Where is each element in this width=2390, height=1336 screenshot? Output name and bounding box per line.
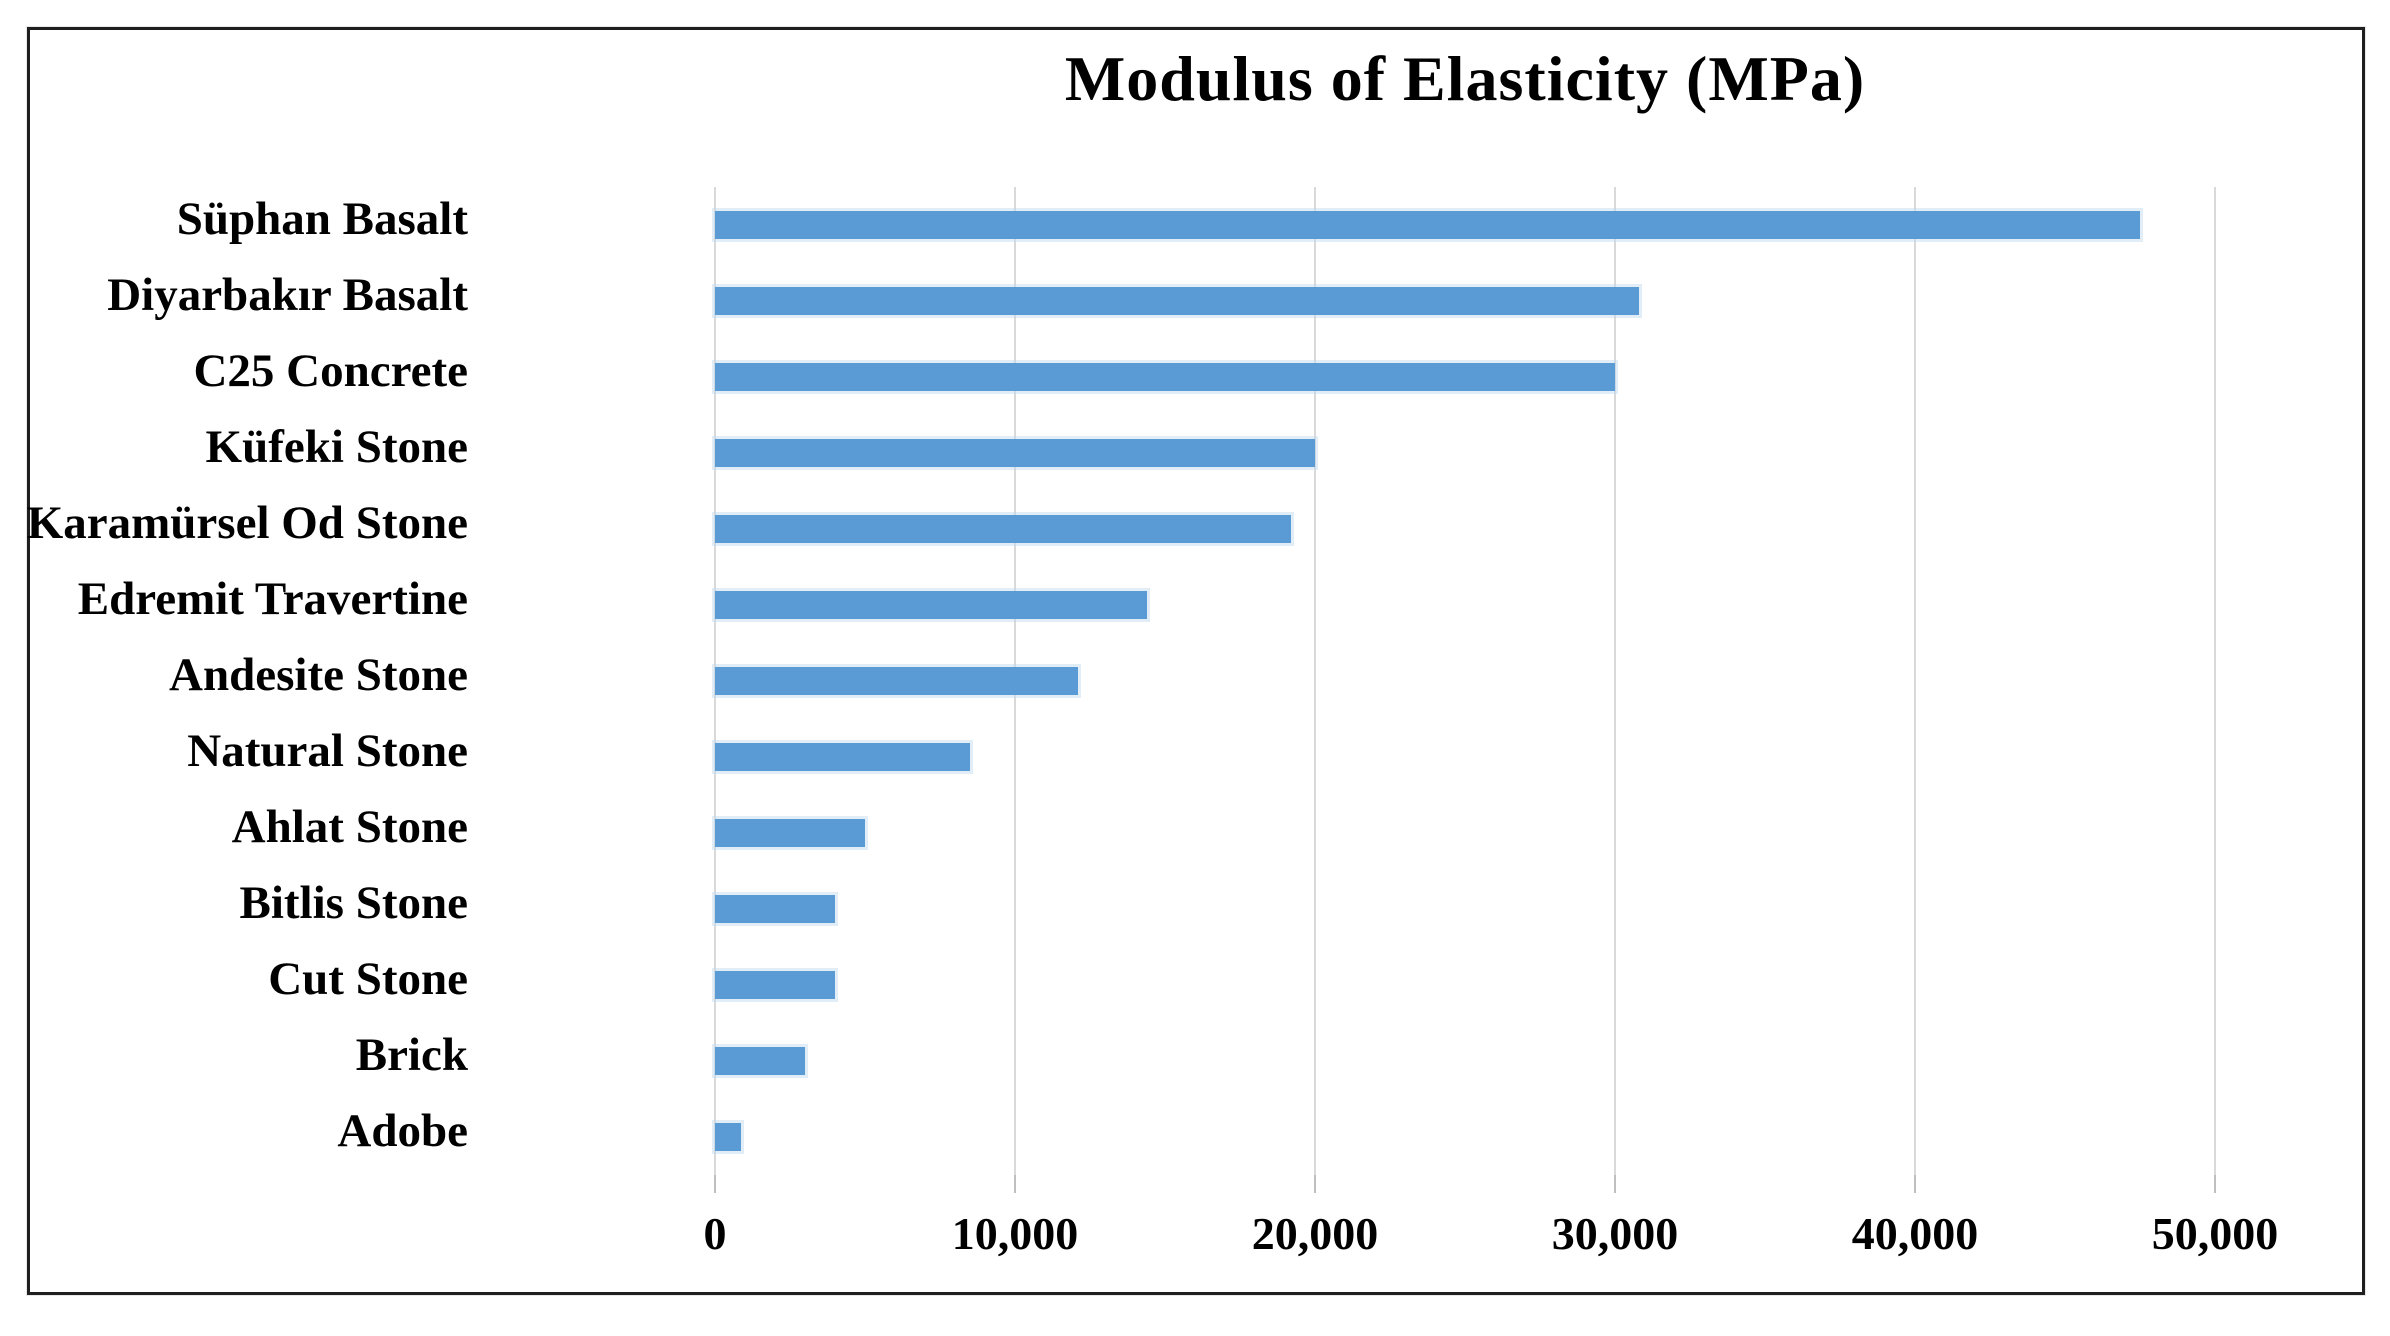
bar (715, 287, 1639, 315)
category-label: Ahlat Stone (231, 801, 468, 853)
x-tick-label: 50,000 (2151, 1208, 2279, 1259)
bar (715, 211, 2140, 239)
bar (715, 667, 1078, 695)
category-label: Diyarbakır Basalt (107, 269, 468, 321)
category-label: Karamürsel Od Stone (26, 497, 468, 549)
x-axis-tick (1014, 1175, 1016, 1193)
bar (715, 819, 865, 847)
bar (715, 439, 1315, 467)
x-axis-tick (1314, 1175, 1316, 1193)
category-label: Cut Stone (268, 953, 468, 1005)
x-tick-label: 40,000 (1851, 1208, 1979, 1259)
x-axis-tick (714, 1175, 716, 1193)
gridline-20000 (1314, 187, 1316, 1175)
category-label: Süphan Basalt (176, 193, 468, 245)
x-axis-tick (2214, 1175, 2216, 1193)
category-label: Adobe (337, 1105, 468, 1157)
x-tick-label: 10,000 (951, 1208, 1079, 1259)
gridline-50000 (2214, 187, 2216, 1175)
chart-frame: Modulus of Elasticity (MPa) 0 10,000 20,00… (27, 27, 2365, 1295)
category-label: Edremit Travertine (77, 573, 468, 625)
category-label: Brick (355, 1029, 468, 1081)
x-axis-tick (1614, 1175, 1616, 1193)
x-axis-tick (1914, 1175, 1916, 1193)
x-tick-label: 0 (703, 1208, 727, 1259)
category-label: Küfeki Stone (205, 421, 468, 473)
category-label: Andesite Stone (169, 649, 468, 701)
category-label: Natural Stone (187, 725, 468, 777)
gridline-40000 (1914, 187, 1916, 1175)
x-tick-label: 20,000 (1251, 1208, 1379, 1259)
gridline-30000 (1614, 187, 1616, 1175)
bar (715, 591, 1147, 619)
bar (715, 895, 835, 923)
bar (715, 1047, 805, 1075)
bar (715, 363, 1615, 391)
bar (715, 971, 835, 999)
plot-area: 0 10,000 20,000 30,000 40,000 50,000 Süphan Ba… (27, 187, 2278, 1259)
bar (715, 515, 1291, 543)
bar (715, 743, 970, 771)
category-label: C25 Concrete (193, 345, 468, 397)
x-tick-label: 30,000 (1551, 1208, 1679, 1259)
bar (715, 1123, 741, 1151)
chart-title: Modulus of Elasticity (MPa) (1064, 43, 1866, 114)
category-label: Bitlis Stone (239, 877, 468, 929)
